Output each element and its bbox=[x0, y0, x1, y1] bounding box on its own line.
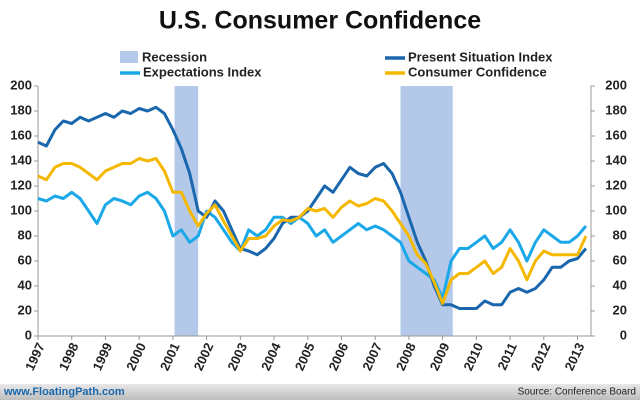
footer-bar bbox=[0, 384, 640, 400]
chart-title: U.S. Consumer Confidence bbox=[159, 7, 481, 35]
y-tick-label: 180 bbox=[10, 102, 32, 117]
y2-tick-label: 200 bbox=[605, 77, 627, 92]
series-line bbox=[37, 190, 588, 300]
x-tick-label: 2009 bbox=[427, 340, 453, 373]
y2-tick-label: 0 bbox=[620, 327, 627, 342]
y2-tick-label: 140 bbox=[605, 152, 627, 167]
y-tick-label: 20 bbox=[18, 302, 32, 317]
legend-swatch bbox=[120, 51, 138, 63]
footer-link: www.FloatingPath.com bbox=[3, 386, 125, 398]
x-tick-label: 2007 bbox=[359, 340, 385, 373]
y-tick-label: 0 bbox=[25, 327, 32, 342]
y2-tick-label: 100 bbox=[605, 202, 627, 217]
series-line bbox=[37, 157, 588, 305]
x-tick-label: 2000 bbox=[123, 340, 149, 373]
x-tick-label: 2003 bbox=[224, 340, 250, 373]
x-tick-label: 1999 bbox=[89, 340, 115, 373]
y2-tick-label: 120 bbox=[605, 177, 627, 192]
x-tick-label: 2004 bbox=[258, 340, 284, 373]
y2-tick-label: 80 bbox=[613, 227, 627, 242]
y-tick-label: 60 bbox=[18, 252, 32, 267]
y-tick-label: 80 bbox=[18, 227, 32, 242]
x-tick-label: 2010 bbox=[460, 340, 486, 373]
x-tick-label: 2012 bbox=[528, 340, 554, 373]
x-tick-label: 2002 bbox=[191, 340, 217, 373]
x-tick-label: 2011 bbox=[494, 340, 520, 372]
y-tick-label: 100 bbox=[10, 202, 32, 217]
y-tick-label: 120 bbox=[10, 177, 32, 192]
y-tick-label: 160 bbox=[10, 127, 32, 142]
legend-label: Present Situation Index bbox=[408, 49, 553, 64]
y2-tick-label: 180 bbox=[605, 102, 627, 117]
y-tick-label: 140 bbox=[10, 152, 32, 167]
y2-tick-label: 160 bbox=[605, 127, 627, 142]
x-tick-label: 2013 bbox=[562, 340, 588, 373]
x-tick-label: 2008 bbox=[393, 340, 419, 373]
x-tick-label: 1997 bbox=[22, 340, 48, 373]
series-line bbox=[37, 105, 588, 310]
footer-source: Source: Conference Board bbox=[518, 387, 636, 398]
x-tick-label: 2005 bbox=[292, 340, 318, 373]
y-tick-label: 40 bbox=[18, 277, 32, 292]
y2-tick-label: 20 bbox=[613, 302, 627, 317]
legend-label: Recession bbox=[142, 49, 207, 64]
recession-band bbox=[174, 86, 199, 336]
y2-tick-label: 40 bbox=[613, 277, 627, 292]
legend-label: Consumer Confidence bbox=[408, 64, 547, 79]
y2-tick-label: 60 bbox=[613, 252, 627, 267]
x-tick-label: 2006 bbox=[325, 340, 351, 373]
x-tick-label: 1998 bbox=[56, 340, 82, 373]
legend-label: Expectations Index bbox=[143, 64, 262, 79]
x-tick-label: 2001 bbox=[157, 340, 183, 373]
y-tick-label: 200 bbox=[10, 77, 32, 92]
